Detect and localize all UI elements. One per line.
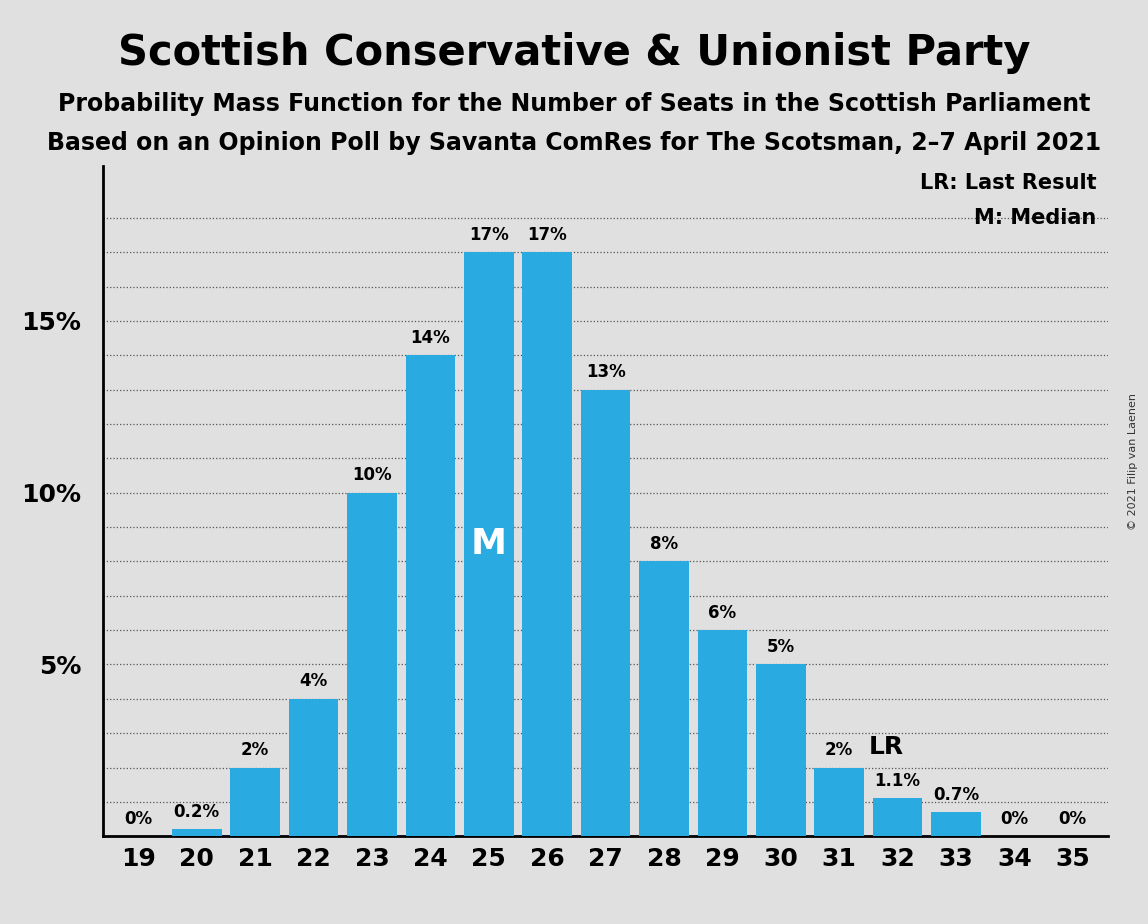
Text: 0%: 0% [124, 809, 153, 828]
Text: 14%: 14% [411, 329, 450, 346]
Text: 8%: 8% [650, 535, 678, 553]
Text: Probability Mass Function for the Number of Seats in the Scottish Parliament: Probability Mass Function for the Number… [57, 92, 1091, 116]
Bar [755, 664, 806, 836]
Text: Scottish Conservative & Unionist Party: Scottish Conservative & Unionist Party [118, 32, 1030, 74]
Text: 0.2%: 0.2% [173, 803, 219, 821]
Text: 13%: 13% [585, 363, 626, 381]
Bar [231, 768, 280, 836]
Bar [347, 492, 397, 836]
Bar [172, 830, 222, 836]
Text: 17%: 17% [468, 225, 509, 244]
Bar [814, 768, 864, 836]
Bar [698, 630, 747, 836]
Bar [522, 252, 572, 836]
Bar [464, 252, 513, 836]
Text: 0%: 0% [1058, 809, 1087, 828]
Text: 1.1%: 1.1% [875, 772, 921, 790]
Text: 10%: 10% [352, 466, 391, 484]
Bar [405, 355, 456, 836]
Text: M: M [471, 528, 506, 561]
Text: M: Median: M: Median [974, 208, 1096, 227]
Text: LR: LR [868, 735, 903, 759]
Text: 2%: 2% [241, 741, 270, 759]
Bar [639, 562, 689, 836]
Text: 4%: 4% [300, 673, 327, 690]
Text: LR: Last Result: LR: Last Result [920, 173, 1096, 193]
Bar [289, 699, 339, 836]
Bar [581, 390, 630, 836]
Text: 5%: 5% [767, 638, 794, 656]
Text: 0%: 0% [1000, 809, 1029, 828]
Text: © 2021 Filip van Laenen: © 2021 Filip van Laenen [1128, 394, 1138, 530]
Text: Based on an Opinion Poll by Savanta ComRes for The Scotsman, 2–7 April 2021: Based on an Opinion Poll by Savanta ComR… [47, 131, 1101, 155]
Text: 17%: 17% [527, 225, 567, 244]
Text: 2%: 2% [825, 741, 853, 759]
Bar [872, 798, 922, 836]
Bar [931, 812, 980, 836]
Text: 6%: 6% [708, 603, 736, 622]
Text: 0.7%: 0.7% [933, 785, 979, 804]
